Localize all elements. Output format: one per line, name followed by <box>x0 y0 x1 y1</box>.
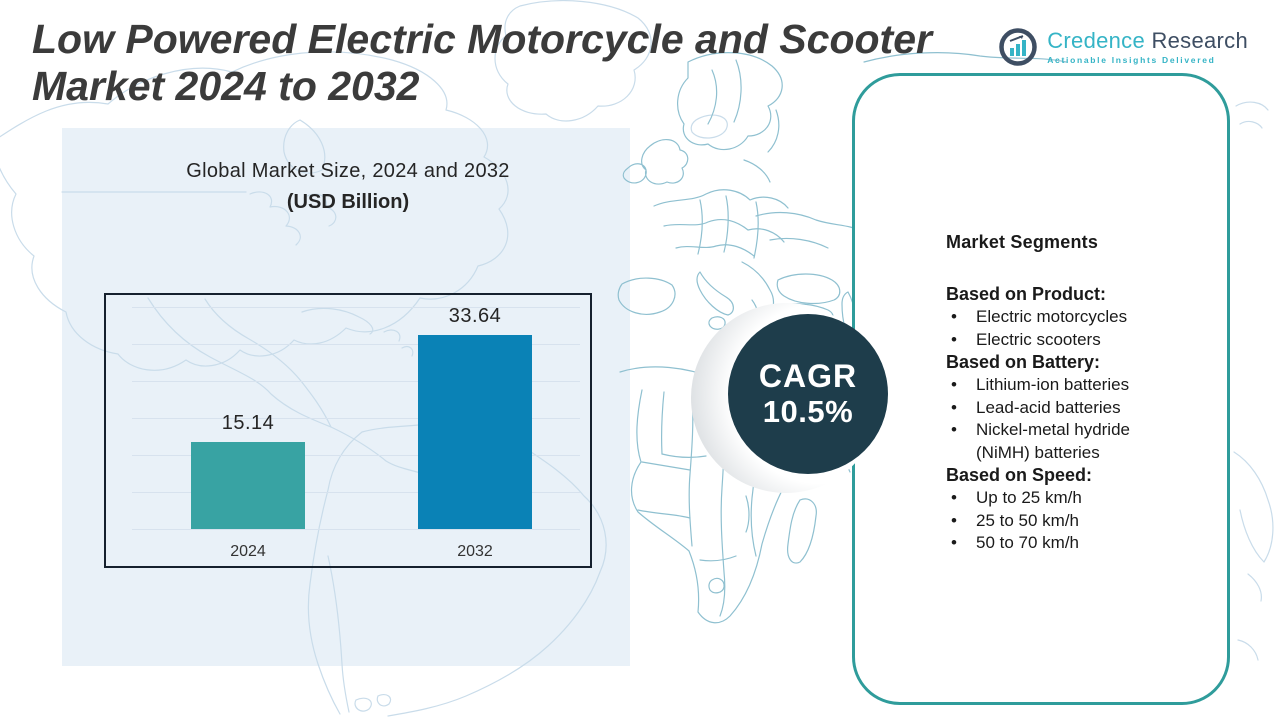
bar-value-label: 33.64 <box>448 305 502 327</box>
gridline <box>132 529 580 530</box>
chart-plot-area: 15.14 2024 33.64 2032 <box>106 295 590 566</box>
bar-2032 <box>418 335 532 529</box>
page-title: Low Powered Electric Motorcycle and Scoo… <box>32 16 1032 110</box>
bar-2024 <box>191 442 305 529</box>
gridline <box>132 344 580 345</box>
gridline <box>132 418 580 419</box>
bar-group-2032: 33.64 2032 <box>418 295 532 566</box>
segment-item: Electric scooters <box>946 329 1184 352</box>
bar-value-label: 15.14 <box>221 412 275 434</box>
logo-brand-first: Credence <box>1047 28 1146 53</box>
gridline <box>132 455 580 456</box>
logo-brand-name: Credence Research <box>1047 29 1248 53</box>
map-right-edge <box>1233 101 1274 661</box>
segment-items: Lithium-ion batteriesLead-acid batteries… <box>946 374 1184 464</box>
segment-item: Lead-acid batteries <box>946 397 1184 420</box>
gridline <box>132 381 580 382</box>
bar-group-2024: 15.14 2024 <box>191 295 305 566</box>
credence-research-logo: Credence Research Actionable Insights De… <box>997 26 1248 68</box>
chart-heading: Global Market Size, 2024 and 2032 (USD B… <box>104 160 592 214</box>
light-blue-backdrop <box>62 128 630 666</box>
logo-bar-chart-icon <box>999 28 1037 66</box>
gridline <box>132 492 580 493</box>
cagr-badge: CAGR 10.5% <box>728 314 888 474</box>
segment-group-label: Based on Speed: <box>946 465 1093 485</box>
segment-item: Up to 25 km/h <box>946 487 1184 510</box>
segment-group-label: Based on Battery: <box>946 352 1101 372</box>
segment-group-label: Based on Product: <box>946 284 1107 304</box>
chart-title: Global Market Size, 2024 and 2032 <box>186 160 510 182</box>
page-title-line2: Market 2024 to 2032 <box>32 63 420 109</box>
segment-items: Electric motorcyclesElectric scooters <box>946 306 1184 351</box>
cagr-value: 10.5% <box>762 394 854 429</box>
segment-item: Nickel-metal hydride (NiMH) batteries <box>946 419 1184 464</box>
segment-item: 50 to 70 km/h <box>946 532 1184 555</box>
market-segments-content: Market Segments Based on Product:Electri… <box>946 232 1184 555</box>
segment-item: Electric motorcycles <box>946 306 1184 329</box>
gridline <box>132 307 580 308</box>
logo-brand-second: Research <box>1151 28 1248 53</box>
segment-items: Up to 25 km/h25 to 50 km/h50 to 70 km/h <box>946 487 1184 555</box>
logo-text: Credence Research Actionable Insights De… <box>1047 29 1248 66</box>
segment-item: Lithium-ion batteries <box>946 374 1184 397</box>
category-label: 2032 <box>457 543 493 560</box>
bar-chart: 15.14 2024 33.64 2032 <box>104 293 592 568</box>
segments-list: Based on Product:Electric motorcyclesEle… <box>946 283 1184 555</box>
logo-tagline: Actionable Insights Delivered <box>1047 55 1216 65</box>
segments-heading: Market Segments <box>946 232 1099 252</box>
page-title-line1: Low Powered Electric Motorcycle and Scoo… <box>32 16 932 62</box>
category-label: 2024 <box>230 543 266 560</box>
segment-item: 25 to 50 km/h <box>946 510 1184 533</box>
chart-subtitle: (USD Billion) <box>286 191 410 213</box>
cagr-label: CAGR <box>758 358 858 394</box>
